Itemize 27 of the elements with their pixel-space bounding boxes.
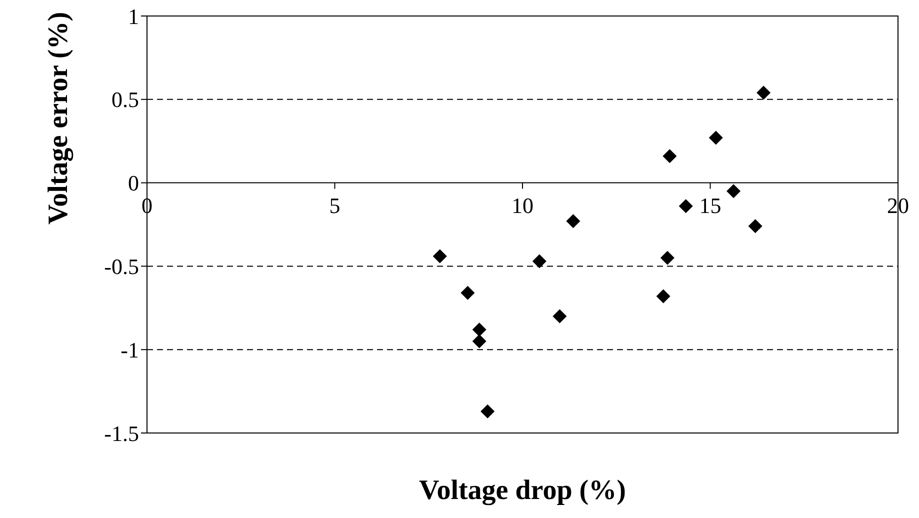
y-tick-label: -1 [120,337,139,362]
point [566,214,580,228]
point [480,404,495,418]
x-axis-title: Voltage drop (%) [419,475,626,506]
y-tick-label: 0 [128,170,139,196]
point [726,184,741,198]
point [532,254,546,268]
point [662,149,677,164]
y-tick-label: 1 [128,4,139,29]
point [472,334,486,348]
point [748,219,762,234]
point [708,130,723,145]
point [656,289,670,304]
y-axis-title: Voltage error (%) [42,12,74,224]
y-tick-label: -1.5 [104,420,139,446]
x-tick-label: 10 [512,192,534,218]
point [460,286,475,300]
y-tick-label: 0.5 [112,87,139,112]
point [432,249,447,264]
point [472,322,486,337]
x-tick-label: 15 [699,192,722,218]
point [552,309,567,324]
point [660,250,674,265]
y-tick-label: -0.5 [104,254,139,280]
point [756,86,771,100]
x-tick-label: 5 [329,192,340,218]
point [678,199,693,214]
